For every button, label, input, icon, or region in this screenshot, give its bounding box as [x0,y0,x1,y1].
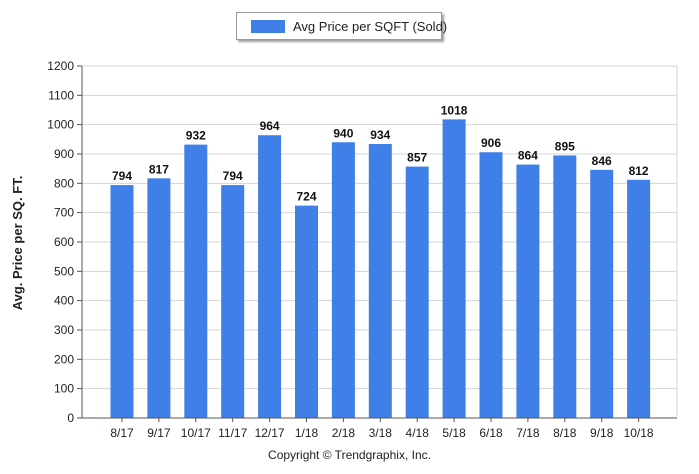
bar [590,169,614,418]
x-tick-label: 9/17 [147,426,171,440]
y-tick-label: 800 [54,176,74,190]
bar [368,144,392,418]
bar-value-label: 794 [223,169,243,183]
legend-label: Avg Price per SQFT (Sold) [293,19,448,34]
bar [627,179,651,418]
bar [479,152,503,419]
bar-value-label: 857 [407,151,427,165]
y-tick-label: 600 [54,235,74,249]
y-tick-label: 300 [54,323,74,337]
y-tick-label: 1200 [47,59,74,73]
x-tick-label: 1/18 [295,426,319,440]
bar [516,164,540,418]
y-tick-label: 900 [54,147,74,161]
y-tick-label: 0 [67,411,74,425]
bar-value-label: 964 [260,119,280,133]
y-tick-label: 400 [54,294,74,308]
x-tick-label: 8/18 [553,426,577,440]
y-tick-label: 100 [54,382,74,396]
bar [258,135,282,418]
x-tick-label: 10/18 [624,426,654,440]
bar-value-label: 794 [112,169,132,183]
bar-value-label: 812 [629,164,649,178]
bar [184,144,208,418]
x-tick-label: 4/18 [406,426,430,440]
y-tick-label: 1100 [48,88,74,102]
bar [442,119,466,419]
y-axis-label: Avg. Price per SQ. FT. [10,176,25,311]
bar-value-label: 724 [296,190,316,204]
x-tick-label: 2/18 [332,426,356,440]
axes: 0 100 200 300 400 500 600 700 800 900 1000 1100 1200… [47,59,677,440]
bar-value-label: 906 [481,136,501,150]
bar-value-label: 932 [186,129,206,143]
legend: Avg Price per SQFT (Sold) [236,12,447,40]
copyright-footer: Copyright © Trendgraphix, Inc. [268,448,431,462]
bars: 794 817 932 794 964 724 940 934 857 1018 906 864 895… [110,103,651,419]
x-tick-label: 7/18 [516,426,540,440]
y-tick-label: 700 [54,206,74,220]
bar-value-label: 940 [333,126,353,140]
x-tick-label: 6/18 [479,426,503,440]
x-tick-label: 3/18 [369,426,393,440]
x-tick-label: 8/17 [110,426,134,440]
x-tick-label: 11/17 [218,426,247,440]
legend-swatch [251,20,285,33]
x-tick-label: 9/18 [590,426,614,440]
bar-value-label: 1018 [441,103,468,117]
bar [331,142,355,418]
y-tick-label: 1000 [47,118,74,132]
bar-value-label: 846 [592,154,612,168]
bar [221,185,245,418]
bar [295,205,318,418]
bar-value-label: 817 [149,162,169,176]
y-tick-label: 500 [54,264,74,278]
x-tick-label: 5/18 [442,426,466,440]
bar-value-label: 895 [555,139,575,153]
x-tick-label: 10/17 [181,426,211,440]
bar [405,166,429,418]
bar [110,185,134,418]
bar-value-label: 864 [518,149,538,163]
bar-value-label: 934 [370,128,390,142]
y-tick-label: 200 [54,352,74,366]
x-tick-label: 12/17 [255,426,285,440]
bar [553,155,577,418]
bar [147,178,171,418]
